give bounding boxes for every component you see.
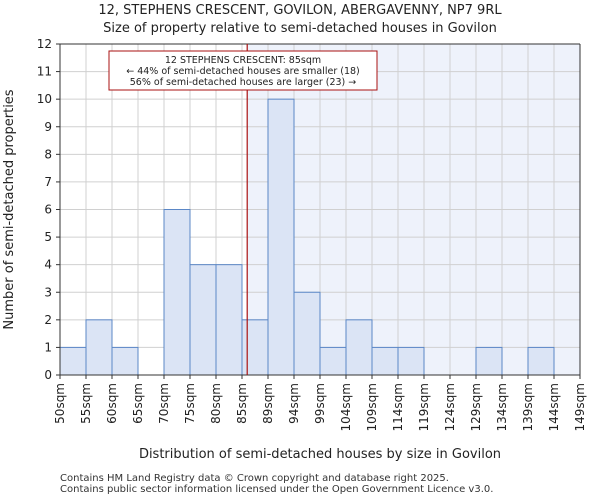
y-axis-label: Number of semi-detached properties xyxy=(2,89,17,329)
y-tick-label: 6 xyxy=(44,203,52,217)
annotation-box xyxy=(108,50,378,91)
y-tick-label: 3 xyxy=(44,285,52,299)
x-tick-label: 80sqm xyxy=(209,383,223,424)
bar xyxy=(319,346,347,376)
y-tick-label: 2 xyxy=(44,313,52,327)
bar xyxy=(111,346,139,376)
x-tick-label: 89sqm xyxy=(261,383,275,424)
x-tick-label: 119sqm xyxy=(417,383,431,431)
x-tick-label: 75sqm xyxy=(183,383,197,424)
x-tick-label: 109sqm xyxy=(365,383,379,431)
x-tick-label: 70sqm xyxy=(157,383,171,424)
x-tick-label: 55sqm xyxy=(79,383,93,424)
bar xyxy=(371,346,399,376)
x-tick-label: 114sqm xyxy=(391,383,405,431)
x-tick-label: 99sqm xyxy=(313,383,327,424)
y-tick-label: 1 xyxy=(44,340,52,354)
y-tick-label: 8 xyxy=(44,147,52,161)
y-tick-label: 11 xyxy=(37,65,52,79)
annotation-line-2: ← 44% of semi-detached houses are smalle… xyxy=(126,66,360,77)
x-tick-label: 124sqm xyxy=(443,383,457,431)
x-tick-label: 139sqm xyxy=(521,383,535,431)
y-tick-label: 4 xyxy=(44,258,52,272)
x-tick-label: 104sqm xyxy=(339,383,353,431)
bar xyxy=(527,346,555,376)
x-axis-label: Distribution of semi-detached houses by … xyxy=(139,447,501,462)
chart-title: 12, STEPHENS CRESCENT, GOVILON, ABERGAVE… xyxy=(98,3,502,18)
bar xyxy=(397,346,425,376)
bar xyxy=(241,319,269,376)
y-tick-label: 10 xyxy=(37,92,52,106)
x-tick-label: 50sqm xyxy=(53,383,67,424)
bar xyxy=(293,291,321,376)
y-tick-label: 5 xyxy=(44,230,52,244)
annotation-line-1: 12 STEPHENS CRESCENT: 85sqm xyxy=(165,55,321,66)
x-tick-label: 65sqm xyxy=(131,383,145,424)
y-tick-label: 9 xyxy=(44,120,52,134)
bar xyxy=(475,346,503,376)
bar xyxy=(345,319,373,376)
y-tick-label: 0 xyxy=(44,368,52,382)
bar xyxy=(267,98,295,376)
footer-line-2: Contains public sector information licen… xyxy=(60,484,494,495)
bar xyxy=(215,264,243,376)
footer-line-1: Contains HM Land Registry data © Crown c… xyxy=(60,473,449,484)
x-tick-label: 60sqm xyxy=(105,383,119,424)
y-tick-label: 12 xyxy=(37,37,52,51)
x-tick-label: 144sqm xyxy=(547,383,561,431)
bar xyxy=(163,209,191,376)
x-tick-label: 85sqm xyxy=(235,383,249,424)
x-tick-label: 134sqm xyxy=(495,383,509,431)
chart-subtitle: Size of property relative to semi-detach… xyxy=(103,21,497,36)
bar xyxy=(85,319,113,376)
annotation-line-3: 56% of semi-detached houses are larger (… xyxy=(130,77,357,88)
bar xyxy=(189,264,217,376)
x-tick-label: 129sqm xyxy=(469,383,483,431)
y-tick-label: 7 xyxy=(44,175,52,189)
x-tick-label: 94sqm xyxy=(287,383,301,424)
x-tick-label: 149sqm xyxy=(573,383,587,431)
bar xyxy=(59,346,87,376)
